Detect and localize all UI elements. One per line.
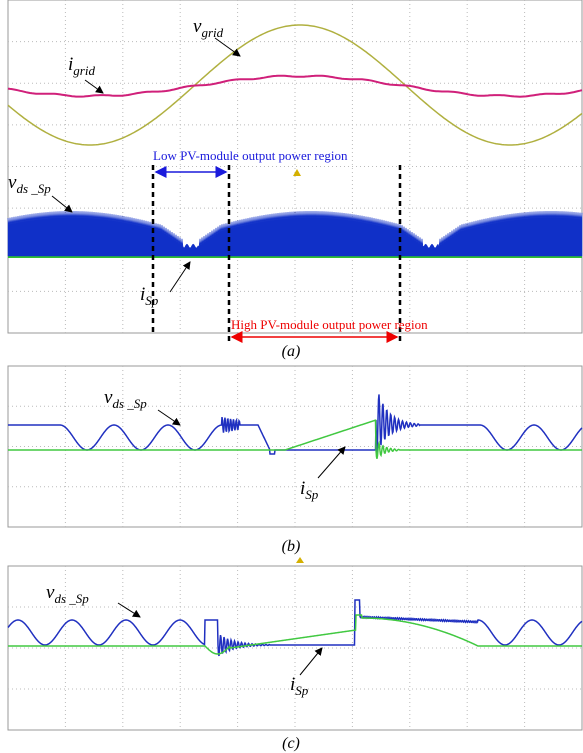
low-region-label: Low PV-module output power region: [153, 148, 348, 163]
v-grid-label: vgrid: [193, 16, 224, 40]
symbol: v: [46, 582, 55, 603]
symbol: i: [68, 54, 73, 75]
pointer: [214, 37, 241, 57]
scope-frame: [7, 0, 583, 334]
symbol: i: [290, 674, 295, 695]
pointer: [51, 195, 73, 213]
subscript: Sp: [295, 683, 309, 698]
i-grid-label: igrid: [68, 54, 95, 78]
symbol: i: [300, 478, 305, 499]
v-ds-label: vds _Sp: [46, 582, 89, 606]
pointer: [317, 446, 346, 479]
pointer: [84, 79, 104, 94]
caption: (a): [282, 343, 301, 360]
subscript: ds _Sp: [112, 396, 147, 411]
subscript: Sp: [145, 293, 159, 308]
pointer: [169, 261, 191, 293]
subscript: grid: [201, 25, 223, 40]
symbol: i: [140, 284, 145, 305]
v-ds-trace: [7, 599, 583, 657]
v-ds-trace: [8, 394, 583, 455]
grids: [7, 0, 583, 731]
i-sp-label: iSp: [300, 478, 319, 502]
subscript: ds _Sp: [16, 181, 51, 196]
v-grid-wave: [7, 24, 583, 146]
subscript: Sp: [305, 487, 319, 502]
subscript: ds _Sp: [54, 591, 89, 606]
pointer: [299, 647, 323, 676]
i-sp-label: iSp: [290, 674, 309, 698]
pointer: [117, 602, 141, 618]
symbol: v: [104, 387, 113, 408]
waveforms: [7, 24, 583, 657]
i-sp-trace: [8, 419, 582, 459]
high-region-label: High PV-module output power region: [231, 317, 428, 332]
pointer: [157, 409, 181, 426]
symbol: v: [8, 172, 17, 193]
i-sp-trace: [8, 614, 582, 655]
i-sp-label: iSp: [140, 284, 159, 308]
trigger-marker: [296, 557, 304, 563]
trigger-marker: [293, 169, 301, 176]
symbol: v: [193, 16, 202, 37]
caption: (c): [282, 735, 300, 752]
v-ds-label: vds _Sp: [104, 387, 147, 411]
caption: (b): [282, 538, 301, 555]
i-grid-wave: [7, 74, 583, 98]
v-ds-label: vds _Sp: [8, 172, 51, 196]
v-ds-envelope: [7, 210, 583, 257]
subscript: grid: [73, 63, 95, 78]
